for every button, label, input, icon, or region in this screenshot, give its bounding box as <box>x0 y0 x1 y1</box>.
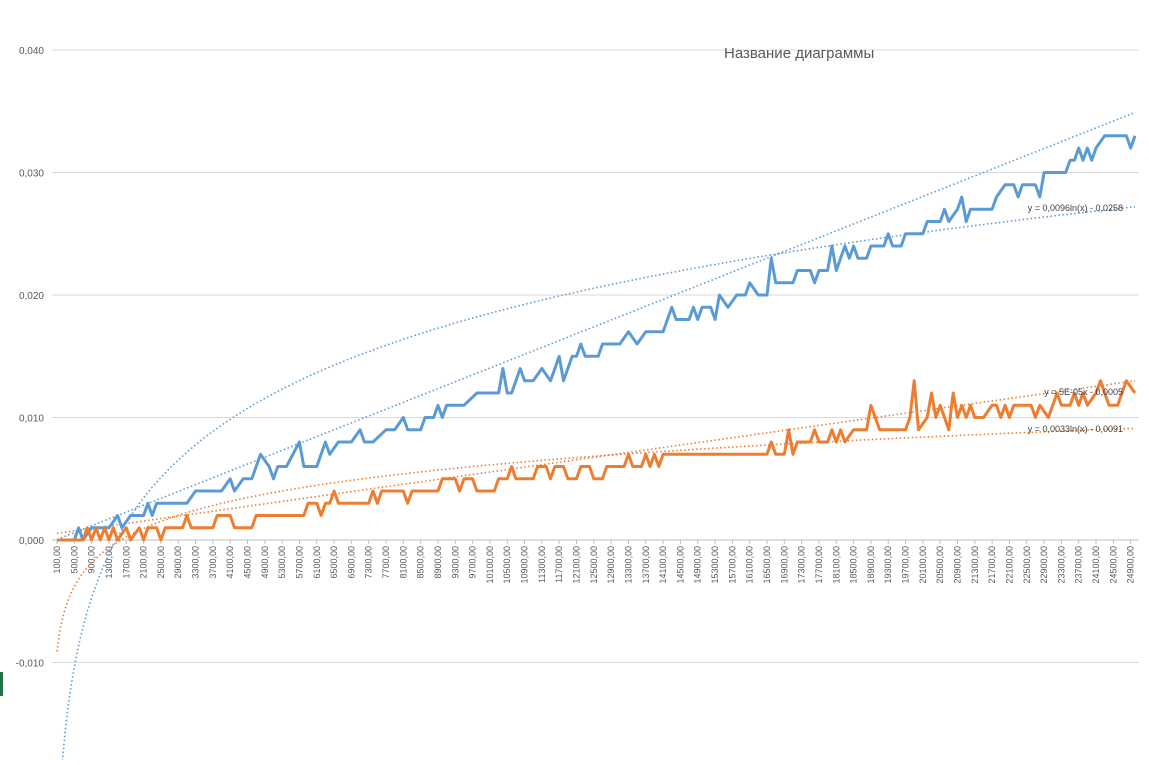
x-tick-label: 11700,00 <box>554 546 564 583</box>
x-tick-label: 4100,00 <box>225 546 235 579</box>
trendlines <box>56 111 1136 765</box>
x-tick-label: 5300,00 <box>277 546 287 579</box>
x-tick-label: 10900,00 <box>520 546 530 584</box>
x-tick-label: 23300,00 <box>1056 546 1066 584</box>
x-tick-label: 22500,00 <box>1022 546 1032 584</box>
y-tick-label: -0,010 <box>16 659 45 670</box>
x-tick-label: 16500,00 <box>762 546 772 584</box>
x-tick-label: 20500,00 <box>935 546 945 584</box>
y-tick-label: 0,040 <box>19 46 44 57</box>
x-tick-label: 13700,00 <box>641 546 651 584</box>
x-tick-label: 10100,00 <box>485 546 495 584</box>
series-line-0[interactable] <box>57 134 1137 542</box>
x-tick-label: 3700,00 <box>208 546 218 579</box>
x-tick-label: 24900,00 <box>1126 546 1136 584</box>
x-tick-label: 6500,00 <box>329 546 339 579</box>
selection-handle[interactable] <box>0 672 3 696</box>
x-tick-label: 17700,00 <box>814 546 824 584</box>
x-tick-label: 20900,00 <box>952 546 962 584</box>
trendline-equation[interactable]: y = 0,0033ln(x) - 0,0091 <box>1028 424 1123 434</box>
x-tick-label: 7700,00 <box>381 546 391 579</box>
x-tick-label: 22100,00 <box>1004 546 1014 584</box>
x-tick-label: 19700,00 <box>901 546 911 584</box>
trendline-linear-0[interactable] <box>56 111 1136 541</box>
x-tick-label: 20100,00 <box>918 546 928 584</box>
x-tick-label: 5700,00 <box>294 546 304 579</box>
x-tick-label: 15700,00 <box>727 546 737 584</box>
x-tick-label: 4900,00 <box>260 546 270 579</box>
x-tick-label: 15300,00 <box>710 546 720 584</box>
x-tick-label: 18100,00 <box>831 546 841 584</box>
x-tick-label: 8500,00 <box>416 546 426 579</box>
x-tick-label: 9300,00 <box>450 546 460 579</box>
x-tick-label: 12100,00 <box>572 546 582 584</box>
trendline-log-1[interactable] <box>56 427 1136 652</box>
x-tick-label: 4500,00 <box>242 546 252 579</box>
y-tick-label: 0,010 <box>19 414 44 425</box>
x-tick-label: 2900,00 <box>173 546 183 579</box>
x-tick-label: 21700,00 <box>987 546 997 584</box>
y-tick-label: 0,000 <box>19 536 44 547</box>
x-tick-label: 17300,00 <box>797 546 807 584</box>
x-tick-label: 13300,00 <box>623 546 633 584</box>
x-tick-label: 1700,00 <box>121 546 131 579</box>
x-tick-label: 2500,00 <box>156 546 166 579</box>
x-tick-label: 6100,00 <box>312 546 322 579</box>
series-line-1[interactable] <box>57 379 1137 542</box>
x-tick-label: 7300,00 <box>364 546 374 579</box>
x-tick-label: 16900,00 <box>779 546 789 584</box>
trendline-linear-1[interactable] <box>56 380 1136 535</box>
x-tick-label: 14100,00 <box>658 546 668 584</box>
x-tick-label: 24100,00 <box>1091 546 1101 584</box>
x-tick-label: 18900,00 <box>866 546 876 584</box>
x-tick-label: 22900,00 <box>1039 546 1049 584</box>
y-tick-label: 0,020 <box>19 291 44 302</box>
x-tick-label: 12900,00 <box>606 546 616 584</box>
chart-title[interactable]: Название диаграммы <box>724 45 875 62</box>
series-lines <box>57 134 1137 542</box>
y-tick-label: 0,030 <box>19 169 44 180</box>
x-tick-label: 12500,00 <box>589 546 599 584</box>
x-tick-label: 100,00 <box>52 546 62 574</box>
trendline-equations: y = 0,0096ln(x) - 0,0258 y = 5E-05x - 0,0… <box>1028 203 1123 434</box>
x-tick-label: 2100,00 <box>139 546 149 579</box>
x-tick-label: 19300,00 <box>883 546 893 584</box>
x-tick-label: 3300,00 <box>191 546 201 579</box>
x-tick-label: 24500,00 <box>1108 546 1118 584</box>
x-tick-label: 10500,00 <box>502 546 512 584</box>
trendline-log-0[interactable] <box>57 205 1136 765</box>
x-tick-label: 9700,00 <box>468 546 478 579</box>
x-tick-label: 23700,00 <box>1074 546 1084 584</box>
trendline-equation[interactable]: y = 0,0096ln(x) - 0,0258 <box>1028 203 1123 213</box>
x-tick-label: 18500,00 <box>849 546 859 584</box>
x-tick-label: 500,00 <box>69 546 79 574</box>
x-axis-ticks: 100,00 500,00 900,00 1300,00 1700,00 2100,00 2… <box>52 540 1136 584</box>
x-tick-label: 11300,00 <box>537 546 547 583</box>
x-tick-label: 6900,00 <box>346 546 356 579</box>
x-tick-label: 14500,00 <box>675 546 685 584</box>
x-tick-label: 16100,00 <box>745 546 755 584</box>
y-axis-ticks: 0,040 0,030 0,020 0,010 0,000 -0,010 <box>16 46 45 670</box>
x-tick-label: 21300,00 <box>970 546 980 584</box>
x-tick-label: 8100,00 <box>398 546 408 579</box>
x-tick-label: 900,00 <box>87 546 97 574</box>
trendline-equation[interactable]: y = 5E-05x - 0,0005 <box>1044 387 1123 397</box>
x-tick-label: 14900,00 <box>693 546 703 584</box>
x-tick-label: 1300,00 <box>104 546 114 579</box>
x-tick-label: 8900,00 <box>433 546 443 579</box>
